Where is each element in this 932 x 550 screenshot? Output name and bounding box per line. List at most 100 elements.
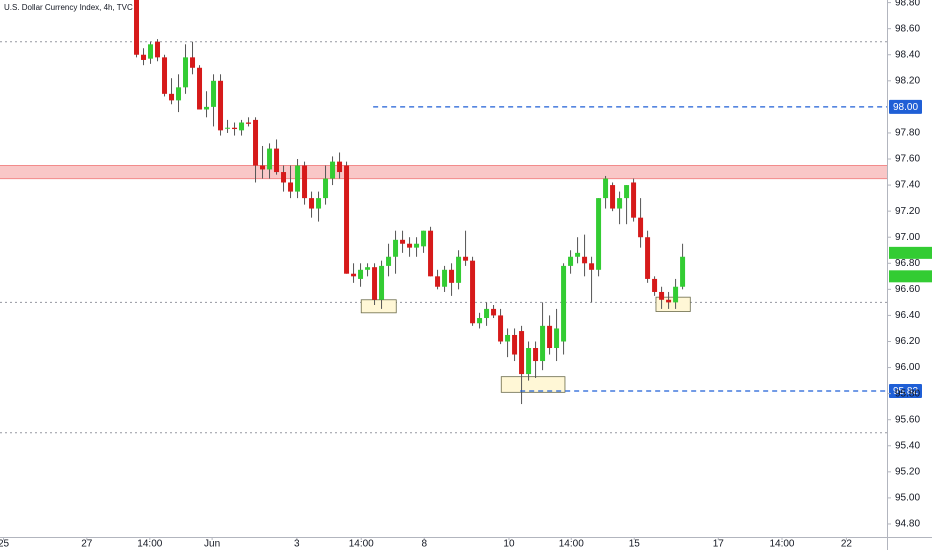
price-line-tag	[889, 384, 922, 399]
candle-body	[547, 325, 553, 349]
y-tick-label: 94.80	[895, 519, 920, 530]
chart-title: U.S. Dollar Currency Index, 4h, TVC	[4, 3, 133, 12]
candle-body	[533, 348, 539, 362]
candle-body	[659, 291, 665, 300]
x-tick-label: 10	[503, 539, 515, 550]
candle-body	[575, 252, 581, 257]
candle-body	[267, 148, 273, 170]
candle-body	[512, 334, 518, 355]
candle-body	[141, 54, 147, 60]
y-tick-label: 97.00	[895, 232, 920, 243]
y-tick-label: 97.40	[895, 180, 920, 191]
candle-body	[484, 308, 490, 319]
x-tick-label: 14:00	[559, 539, 584, 550]
candle-body	[309, 198, 315, 209]
candle-body	[358, 269, 364, 279]
y-tick-label: 95.20	[895, 466, 920, 477]
candle-body	[162, 57, 168, 94]
candle-body	[379, 265, 385, 300]
candle-body	[610, 185, 616, 209]
candle-body	[554, 328, 560, 349]
current-price-marker	[889, 270, 932, 283]
candle-body	[302, 165, 308, 199]
plot-area	[0, 0, 887, 434]
candle-body	[540, 325, 546, 362]
x-tick-label: 14:00	[137, 539, 162, 550]
current-price-marker	[889, 246, 932, 259]
candle-body	[134, 0, 140, 55]
x-tick-label: Jun	[204, 539, 220, 550]
x-tick-label: 15	[629, 539, 641, 550]
candle-body	[596, 198, 602, 270]
candle-body	[435, 276, 441, 287]
x-tick-label: 25	[0, 539, 9, 550]
y-tick-label: 97.80	[895, 128, 920, 139]
candle-body	[274, 148, 280, 173]
candle-body	[169, 93, 175, 101]
y-tick-label: 96.00	[895, 362, 920, 373]
candle-body	[197, 67, 203, 110]
candle-body	[148, 44, 154, 59]
resistance-zone	[0, 165, 887, 179]
candle-body	[603, 178, 609, 199]
y-tick-label: 97.20	[895, 206, 920, 217]
candle-body	[351, 273, 357, 277]
candle-body	[190, 57, 196, 68]
candle-body	[393, 239, 399, 257]
x-tick-label: 14:00	[349, 539, 374, 550]
candle-body	[337, 161, 343, 173]
x-tick-label: 3	[294, 539, 300, 550]
price-line-tag	[889, 99, 922, 114]
candle-body	[666, 299, 672, 303]
y-tick-label: 95.60	[895, 414, 920, 425]
candle-body	[295, 165, 301, 192]
x-tick-label: 8	[421, 539, 427, 550]
candle-body	[673, 286, 679, 303]
candle-body	[232, 127, 238, 130]
candle-body	[260, 165, 266, 170]
y-tick-label: 96.80	[895, 258, 920, 269]
candle-body	[225, 127, 231, 129]
x-tick-label: 27	[81, 539, 93, 550]
y-tick-label: 95.80	[895, 388, 920, 399]
candle-body	[645, 237, 651, 279]
candle-body	[155, 41, 161, 58]
candle-body	[323, 178, 329, 199]
candle-body	[477, 318, 483, 324]
candle-body	[638, 217, 644, 238]
candle-body	[652, 278, 658, 292]
candle-body	[330, 161, 336, 179]
candle-body	[589, 263, 595, 270]
highlight-box	[360, 299, 397, 314]
candle-body	[526, 348, 532, 375]
x-tick-label: 17	[713, 539, 725, 550]
candle-body	[505, 334, 511, 342]
candle-body	[218, 80, 224, 131]
candle-body	[239, 122, 245, 131]
candle-body	[568, 256, 574, 266]
candle-body	[582, 256, 588, 264]
y-tick-label: 97.60	[895, 154, 920, 165]
candle-body	[456, 256, 462, 283]
candle-body	[624, 185, 630, 199]
candle-body	[617, 198, 623, 209]
candle-body	[316, 198, 322, 209]
candle-body	[344, 165, 350, 274]
candle-body	[183, 57, 189, 88]
candle-body	[442, 269, 448, 287]
y-tick-label: 96.20	[895, 336, 920, 347]
candle-body	[498, 315, 504, 342]
x-tick-label: 14:00	[769, 539, 794, 550]
candle-body	[519, 331, 525, 375]
candle-body	[211, 80, 217, 107]
candle-body	[407, 243, 413, 248]
candle-body	[449, 269, 455, 283]
candle-body	[631, 182, 637, 218]
candle-body	[400, 239, 406, 244]
price-line-label: 95.82	[893, 386, 918, 397]
candle-body	[463, 256, 469, 261]
highlight-box	[500, 376, 566, 393]
y-tick-label: 95.00	[895, 493, 920, 504]
candle-body	[253, 119, 259, 166]
